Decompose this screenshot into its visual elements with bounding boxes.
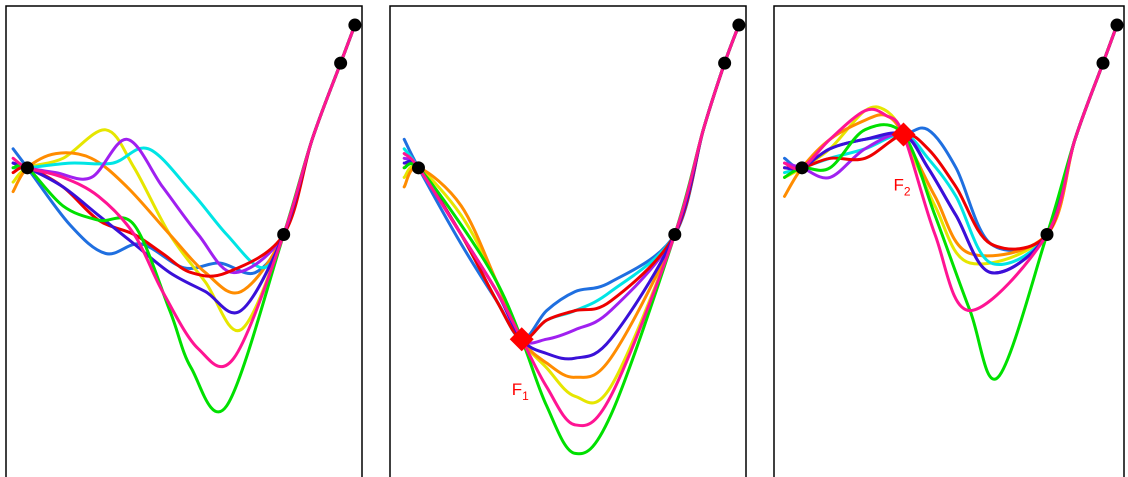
fantasized-point-label: F1 <box>512 380 529 403</box>
observation-point <box>1040 227 1054 241</box>
panel-frame <box>5 5 363 477</box>
observation-point <box>411 161 425 175</box>
observation-point <box>795 161 809 175</box>
observation-point <box>20 161 34 175</box>
panel-1 <box>5 5 363 477</box>
fantasized-point-marker <box>509 327 534 352</box>
panel-frame <box>389 5 747 477</box>
observation-point <box>277 227 291 241</box>
sample-curve-9 <box>783 23 1119 313</box>
observation-point <box>348 18 362 32</box>
fantasized-point-label: F2 <box>894 176 911 199</box>
observation-point <box>1096 56 1110 70</box>
observation-point <box>334 56 348 70</box>
sample-curve-9 <box>402 23 741 428</box>
panel-2: F1 <box>389 5 747 477</box>
fantasized-point-marker <box>891 122 916 147</box>
panel-3: F2 <box>773 5 1125 477</box>
sample-curve-9 <box>11 23 357 369</box>
observation-point <box>1110 18 1124 32</box>
observation-point <box>732 18 746 32</box>
observation-point <box>668 227 682 241</box>
observation-point <box>718 56 732 70</box>
